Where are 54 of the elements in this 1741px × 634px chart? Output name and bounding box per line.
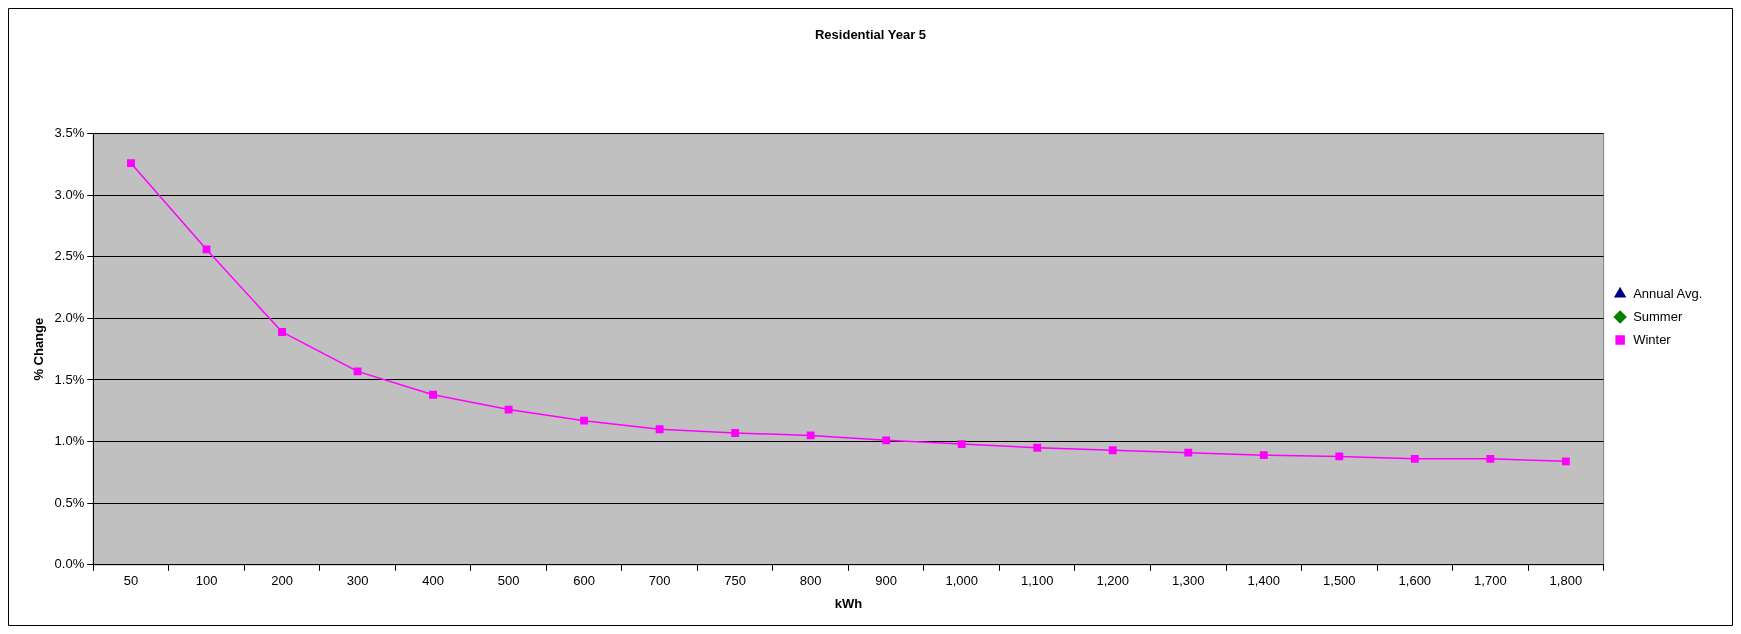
point: [1561, 457, 1570, 466]
point: [655, 425, 664, 434]
point: [127, 159, 135, 168]
chart-title: Residential Year 5: [814, 27, 927, 43]
point: [1108, 446, 1117, 455]
y-axis-title: % Change: [31, 317, 47, 381]
point: [957, 440, 966, 448]
x-tick-label: 1,100: [1020, 573, 1054, 589]
x-tick-label: 200: [271, 573, 293, 589]
x-tick-label: 1,800: [1549, 573, 1583, 589]
x-tick-label: 600: [573, 573, 595, 589]
point: [353, 367, 362, 376]
point: [1335, 452, 1344, 461]
x-tick-label: 800: [799, 573, 822, 589]
point: [278, 328, 286, 336]
point: [504, 405, 513, 414]
x-tick-label: 700: [648, 573, 671, 589]
y-tick-label: 2.0%: [54, 309, 85, 325]
x-tick-label: 1,200: [1096, 573, 1130, 589]
point: [1184, 448, 1193, 457]
legend-label: Summer: [1633, 308, 1683, 324]
point: [1033, 443, 1042, 452]
point: [580, 416, 589, 425]
y-tick-label: 1.5%: [54, 371, 85, 387]
x-tick-label: 100: [195, 573, 218, 589]
y-tick-label: 2.5%: [54, 248, 85, 264]
point: [806, 431, 815, 440]
x-tick-label: 500: [497, 573, 520, 589]
legend-label: Annual Avg.: [1633, 285, 1703, 301]
point: [1410, 454, 1419, 463]
x-tick-label: 1,700: [1474, 573, 1507, 589]
legend-label: Winter: [1633, 331, 1672, 347]
x-tick-label: 1,500: [1323, 573, 1356, 589]
y-tick-label: 1.0%: [54, 433, 85, 449]
point: [731, 429, 740, 437]
x-tick-label: 1,300: [1172, 573, 1205, 589]
x-tick-label: 400: [422, 573, 444, 589]
point: [1259, 451, 1268, 460]
x-tick-label: 1,000: [945, 573, 978, 589]
point: [1486, 454, 1495, 463]
x-tick-label: 750: [724, 573, 746, 589]
x-axis-title: kWh: [834, 595, 863, 611]
point: [429, 390, 437, 399]
y-tick-label: 0.5%: [54, 494, 85, 510]
point: [882, 436, 891, 445]
x-tick-label: 1,400: [1247, 573, 1281, 589]
x-tick-label: 300: [346, 573, 369, 589]
x-tick-label: 900: [875, 573, 898, 589]
x-tick-label: 1,600: [1398, 573, 1432, 589]
y-tick-label: 3.0%: [54, 186, 85, 202]
y-tick-label: 3.5%: [54, 125, 85, 141]
y-tick-label: 0.0%: [54, 556, 85, 572]
x-tick-label: 50: [123, 573, 139, 589]
point: [202, 245, 211, 254]
